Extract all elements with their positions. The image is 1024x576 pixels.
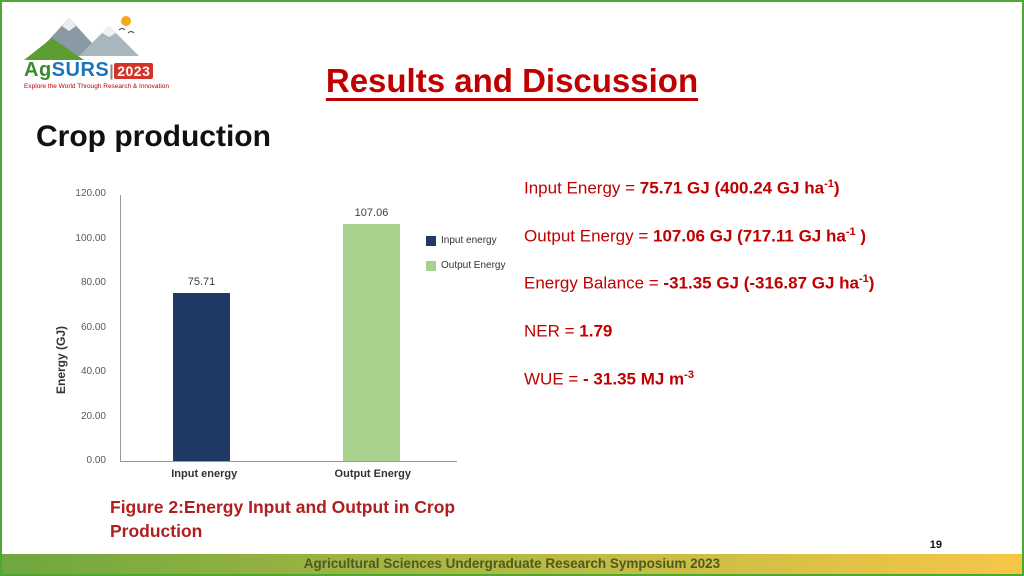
logo-divider: | [109, 63, 115, 80]
results-text-block: Input Energy = 75.71 GJ (400.24 GJ ha-1)… [524, 178, 874, 416]
legend-swatch-icon [426, 235, 436, 246]
y-tick: 120.00 [75, 188, 106, 199]
bar-output-energy: 107.06 [343, 207, 400, 461]
y-tick: 20.00 [80, 411, 106, 422]
agsurs-logo: AgSURS| 2023 Explore the World Through Re… [24, 12, 184, 90]
x-axis-labels: Input energy Output Energy [120, 468, 457, 480]
y-tick: 60.00 [80, 322, 106, 333]
logo-tagline: Explore the World Through Research & Inn… [24, 83, 170, 90]
mountain-logo-art [24, 16, 139, 60]
result-wue: WUE = - 31.35 MJ m-3 [524, 369, 874, 390]
result-value: - 31.35 MJ m [583, 369, 685, 389]
legend-swatch-icon [426, 260, 436, 271]
result-value: 1.79 [579, 321, 613, 341]
logo-year: 2023 [114, 63, 154, 79]
result-ner: NER = 1.79 [524, 321, 874, 342]
logo-wordmark: AgSURS| 2023 [24, 60, 184, 82]
result-suffix: ) [855, 226, 866, 246]
logo-ag-text: Ag [24, 59, 52, 81]
legend-entry-output: Output Energy [426, 260, 505, 271]
result-value: 75.71 GJ (400.24 GJ ha [639, 178, 825, 198]
bar-value-label: 107.06 [354, 206, 389, 219]
result-value: -31.35 GJ (-316.87 GJ ha [663, 273, 860, 293]
legend-entry-input: Input energy [426, 235, 505, 246]
result-suffix: ) [868, 273, 875, 293]
page-number: 19 [929, 539, 942, 551]
result-superscript: -1 [824, 178, 834, 190]
bar-value-label: 75.71 [187, 276, 216, 289]
y-tick: 0.00 [86, 455, 106, 466]
y-tick: 40.00 [80, 366, 106, 377]
footer-banner: Agricultural Sciences Undergraduate Rese… [2, 554, 1022, 574]
legend-label: Output Energy [441, 260, 506, 271]
legend-label: Input energy [441, 235, 497, 246]
y-tick: 80.00 [80, 277, 106, 288]
result-superscript: -1 [845, 225, 856, 238]
chart-plot-area: 75.71 107.06 [120, 195, 457, 462]
result-label: NER = [524, 321, 580, 341]
result-label: Input Energy = [524, 178, 640, 198]
y-axis-ticks: 120.00 100.00 80.00 60.00 40.00 20.00 0.… [60, 188, 112, 469]
result-label: WUE = [524, 369, 584, 389]
result-superscript: -1 [859, 273, 869, 286]
result-output-energy: Output Energy = 107.06 GJ (717.11 GJ ha-… [524, 226, 874, 247]
result-input-energy: Input Energy = 75.71 GJ (400.24 GJ ha-1) [524, 178, 874, 199]
result-label: Output Energy = [524, 226, 653, 246]
result-label: Energy Balance = [524, 273, 664, 293]
chart-legend: Input energy Output Energy [426, 235, 505, 285]
result-superscript: -3 [684, 368, 694, 381]
x-category-label: Input energy [171, 468, 238, 480]
logo-surs-text: SURS [51, 59, 110, 81]
bar-input-energy: 75.71 [173, 276, 230, 461]
slide-subtitle: Crop production [36, 120, 271, 153]
result-value: 107.06 GJ (717.11 GJ ha [653, 226, 846, 246]
result-suffix: ) [833, 178, 840, 198]
x-category-label: Output Energy [334, 468, 411, 480]
y-tick: 100.00 [75, 233, 106, 244]
slide-title: Results and Discussion [325, 62, 699, 99]
figure-caption: Figure 2:Energy Input and Output in Crop… [110, 497, 456, 541]
result-energy-balance: Energy Balance = -31.35 GJ (-316.87 GJ h… [524, 273, 874, 294]
